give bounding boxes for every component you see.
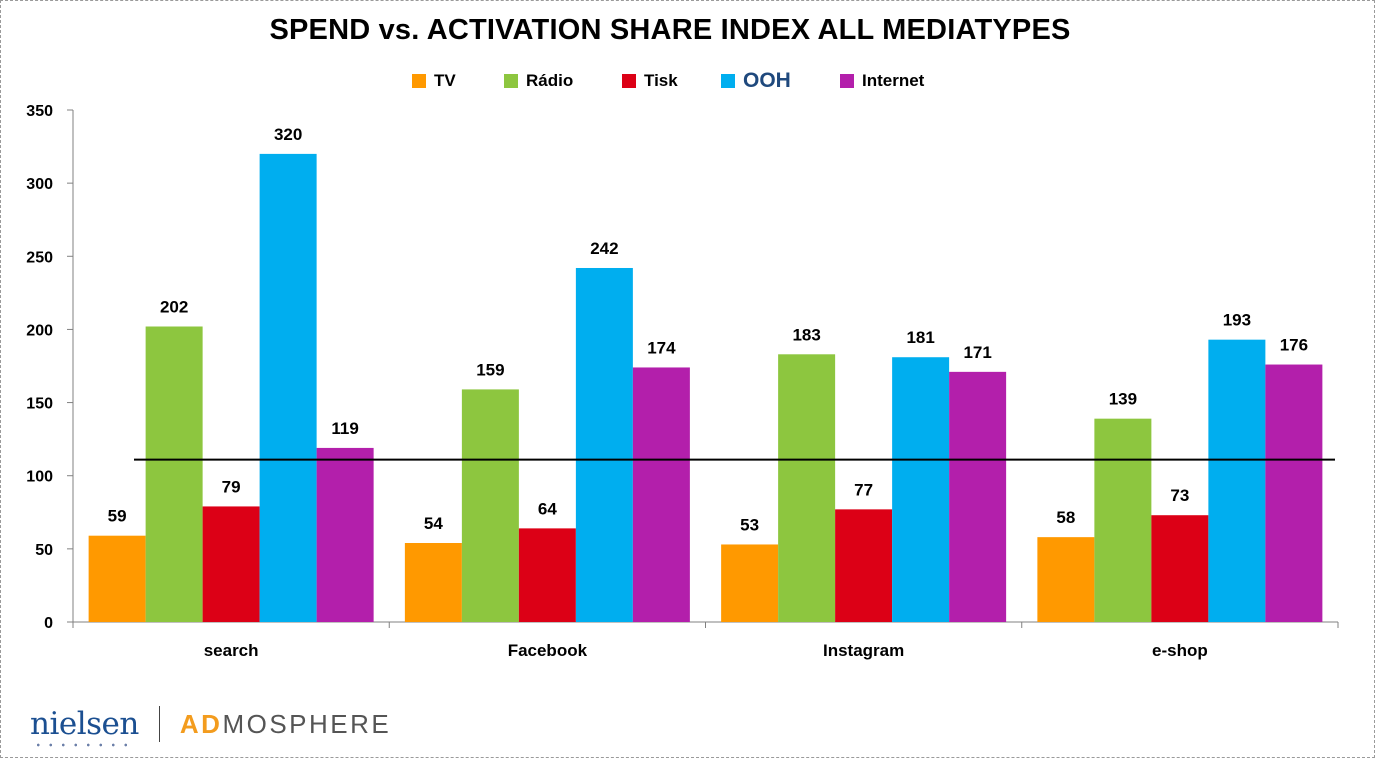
bar <box>1265 364 1323 622</box>
data-label: 242 <box>590 239 618 258</box>
legend-swatch <box>504 74 518 88</box>
legend-item: Rádio <box>504 68 573 94</box>
bar <box>778 354 836 622</box>
bar <box>721 544 779 622</box>
data-label: 181 <box>906 328 934 347</box>
chart-title: SPEND vs. ACTIVATION SHARE INDEX ALL MED… <box>269 14 1071 46</box>
bar <box>892 357 950 622</box>
bar <box>1037 537 1095 622</box>
y-tick-label: 150 <box>26 396 53 413</box>
data-label: 176 <box>1280 336 1308 355</box>
y-tick-label: 200 <box>26 322 53 339</box>
bar <box>835 509 893 622</box>
y-tick-label: 250 <box>26 249 53 266</box>
bar <box>1208 339 1266 622</box>
nielsen-logo-text: nielsen <box>30 706 139 742</box>
data-label: 320 <box>274 125 302 144</box>
bar <box>1094 418 1152 622</box>
data-label: 183 <box>792 325 820 344</box>
x-category-label: Facebook <box>508 641 588 660</box>
x-category-label: Instagram <box>823 641 904 660</box>
legend-swatch <box>721 74 735 88</box>
data-label: 58 <box>1056 508 1075 527</box>
data-label: 119 <box>331 419 358 438</box>
data-label: 73 <box>1170 486 1189 505</box>
bar <box>316 447 374 622</box>
legend-swatch <box>622 74 636 88</box>
y-tick-label: 100 <box>26 469 53 486</box>
legend-label: Internet <box>862 71 925 90</box>
legend-item: TV <box>412 68 456 94</box>
footer-logos: nielsen ADMOSPHERE <box>30 700 391 748</box>
data-label: 77 <box>854 480 873 499</box>
legend-item: OOH <box>721 68 791 94</box>
data-label: 171 <box>963 343 991 362</box>
data-label: 139 <box>1109 390 1137 409</box>
admosphere-logo: ADMOSPHERE <box>180 709 391 740</box>
bar <box>518 528 576 622</box>
data-label: 54 <box>424 514 443 533</box>
data-label: 59 <box>108 507 127 526</box>
legend-label: Tisk <box>644 71 678 90</box>
data-label: 64 <box>538 499 557 518</box>
data-label: 174 <box>647 338 676 357</box>
data-label: 53 <box>740 515 759 534</box>
data-label: 79 <box>222 477 241 496</box>
y-tick-label: 300 <box>26 176 53 193</box>
bar <box>1151 515 1209 622</box>
x-category-label: search <box>204 641 259 660</box>
y-tick-label: 50 <box>35 542 53 559</box>
bar <box>202 506 260 622</box>
bar <box>461 389 519 622</box>
nielsen-dots <box>32 743 132 747</box>
y-tick-label: 350 <box>26 103 53 120</box>
bar <box>575 267 633 622</box>
bar <box>145 326 203 622</box>
bar <box>259 153 317 622</box>
y-tick-label: 0 <box>44 615 53 632</box>
bar <box>404 543 462 622</box>
bar <box>632 367 690 622</box>
legend-swatch <box>412 74 426 88</box>
bar <box>88 535 146 622</box>
data-label: 159 <box>476 360 504 379</box>
data-label: 202 <box>160 298 188 317</box>
legend-item: Internet <box>840 68 924 94</box>
logo-divider <box>158 706 160 742</box>
bar <box>949 371 1007 622</box>
legend-label: Rádio <box>526 71 574 90</box>
legend-swatch <box>840 74 854 88</box>
legend-label: TV <box>434 71 456 90</box>
legend-label: OOH <box>743 69 791 92</box>
chart-legend: TV Rádio Tisk OOH Internet <box>0 68 1375 94</box>
legend-item: Tisk <box>622 68 678 94</box>
x-category-label: e-shop <box>1152 641 1208 660</box>
nielsen-logo: nielsen <box>30 706 139 747</box>
admosphere-logo-ad: AD <box>179 708 223 739</box>
admosphere-logo-rest: MOSPHERE <box>222 708 392 739</box>
data-label: 193 <box>1223 311 1251 330</box>
